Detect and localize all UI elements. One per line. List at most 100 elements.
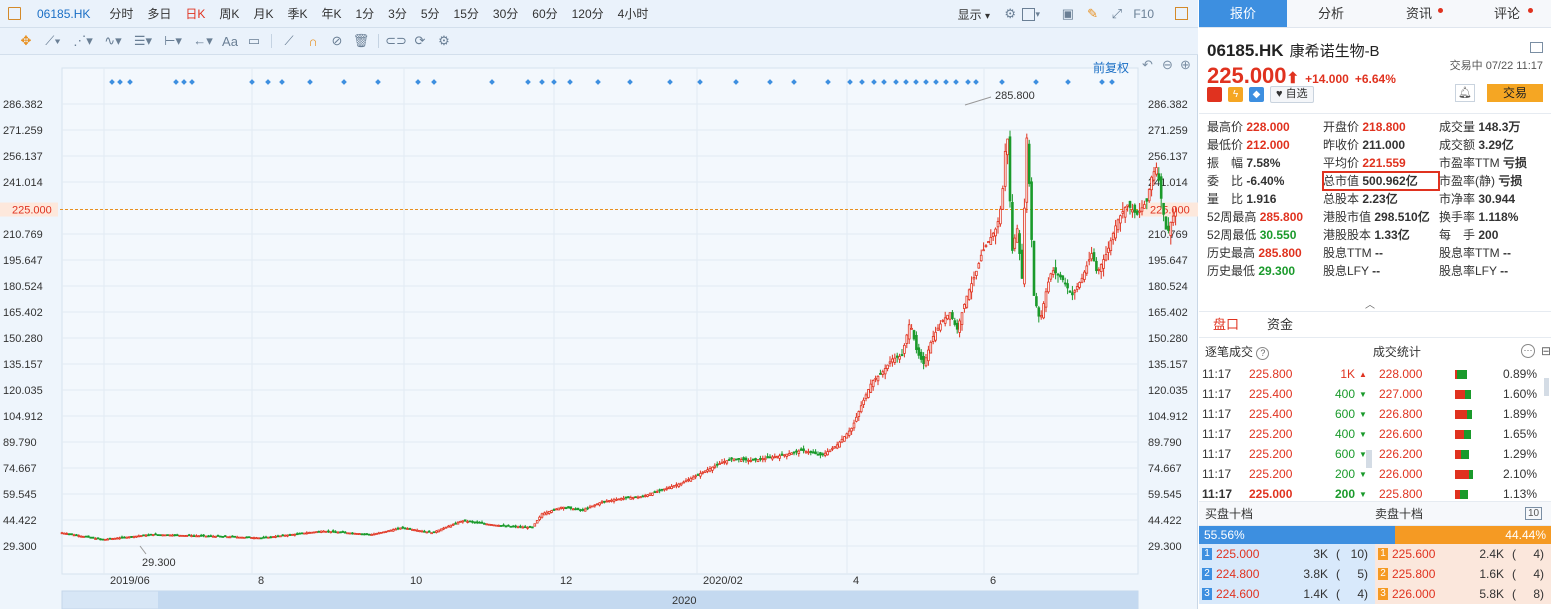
- candle-body: [130, 536, 133, 538]
- candle-body: [135, 535, 138, 538]
- symbol-label[interactable]: 06185.HK: [37, 6, 91, 21]
- candle-body: [180, 534, 184, 537]
- help-icon[interactable]: ?: [1256, 346, 1270, 360]
- candle-body: [869, 383, 873, 393]
- candle-body: [432, 531, 436, 534]
- x-tick: 6: [990, 575, 996, 587]
- candle-body: [667, 486, 671, 490]
- undo-icon[interactable]: ↶: [1142, 57, 1153, 72]
- timeframe-tab[interactable]: 30分: [492, 7, 519, 21]
- f10-button[interactable]: F10: [1133, 7, 1154, 21]
- tab-quote[interactable]: 报价: [1199, 0, 1287, 27]
- gear-icon[interactable]: ⚙: [438, 33, 450, 48]
- ruler-icon[interactable]: ⟋: [284, 33, 294, 48]
- scrollbar[interactable]: [1366, 450, 1372, 468]
- quote-label: 总股本: [1323, 192, 1363, 206]
- tab-analysis[interactable]: 分析: [1287, 0, 1375, 27]
- arrow-tool-icon[interactable]: ←▾: [193, 33, 213, 48]
- line-tool-icon[interactable]: ⟋▾: [45, 33, 61, 48]
- timeframe-tab[interactable]: 1分: [355, 7, 375, 21]
- measure-tool-icon[interactable]: ⊢▾: [164, 33, 182, 48]
- zoom-in-icon[interactable]: ⊕: [1180, 57, 1191, 72]
- candle-body: [550, 510, 553, 513]
- timeframe-tab[interactable]: 年K: [321, 7, 342, 21]
- candle-body: [144, 534, 148, 537]
- stock-name: 康希诺生物-B: [1289, 43, 1380, 60]
- timeframe-tab[interactable]: 多日: [147, 7, 172, 21]
- color-picker-icon[interactable]: ▾: [1022, 4, 1040, 24]
- candle-body: [303, 532, 306, 535]
- kline-chart[interactable]: 286.382 286.382 271.259 271.259 256.137 256.1…: [0, 56, 1198, 609]
- display-label: 显示: [957, 8, 982, 22]
- timeframe-tab[interactable]: 120分: [571, 7, 604, 21]
- timeframe-tab[interactable]: 季K: [287, 7, 308, 21]
- link-icon[interactable]: ⊂⊃: [385, 33, 407, 48]
- quote-row: 量 比 1.916 总股本 2.23亿 市净率 30.944: [1207, 190, 1551, 208]
- comment-icon[interactable]: ▭: [247, 33, 261, 48]
- magnet-icon[interactable]: ∩: [308, 33, 318, 49]
- timeframe-tab[interactable]: 15分: [453, 7, 479, 21]
- panel-toggle-icon[interactable]: [1175, 7, 1188, 20]
- timeframe-tab[interactable]: 日K: [185, 7, 206, 21]
- timeframe-tab[interactable]: 周K: [219, 7, 240, 21]
- bell-icon[interactable]: 🔔︎: [1455, 84, 1475, 102]
- expand-chevron-icon[interactable]: ︿: [1365, 300, 1375, 311]
- delete-icon[interactable]: 🗑︎: [352, 33, 370, 48]
- quote-value: 298.510亿: [1374, 210, 1430, 224]
- timeframe-tab[interactable]: 5分: [420, 7, 440, 21]
- candle-body: [859, 405, 863, 413]
- detail-icon[interactable]: [1530, 42, 1543, 53]
- timeframe-tab[interactable]: 4小时: [617, 7, 649, 21]
- candle-body: [331, 530, 335, 533]
- timeframe-tab[interactable]: 月K: [253, 7, 274, 21]
- candle-body: [519, 525, 522, 528]
- adjust-label[interactable]: 前复权: [1093, 61, 1130, 75]
- x-tick: 2019/06: [110, 575, 150, 587]
- move-cursor-icon[interactable]: ✥: [20, 33, 32, 48]
- candle-body: [622, 497, 625, 500]
- camera-icon[interactable]: ▣: [1061, 6, 1074, 21]
- hide-icon[interactable]: ⊘: [331, 33, 343, 48]
- fib-tool-icon[interactable]: ☰▾: [133, 33, 153, 48]
- timeframe-tab[interactable]: 60分: [532, 7, 558, 21]
- trade-button[interactable]: 交易: [1487, 84, 1543, 102]
- ask-level[interactable]: 3 226.000 5.8K (8): [1375, 584, 1551, 604]
- candle-body: [91, 536, 95, 539]
- kline-svg[interactable]: 286.382 286.382 271.259 271.259 256.137 256.1…: [0, 56, 1198, 609]
- bid-level[interactable]: 3 224.600 1.4K (4): [1199, 584, 1375, 604]
- sync-icon[interactable]: ⟳: [414, 33, 426, 48]
- tab-comments[interactable]: 评论: [1463, 0, 1551, 27]
- ask-level[interactable]: 2 225.800 1.6K (4): [1375, 564, 1551, 584]
- tab-news[interactable]: 资讯: [1375, 0, 1463, 27]
- display-menu[interactable]: 显示 ▾: [958, 6, 990, 23]
- channel-tool-icon[interactable]: ⋰▾: [73, 33, 93, 48]
- tab-capital[interactable]: 资金: [1267, 317, 1294, 332]
- candle-body: [571, 508, 575, 511]
- zoom-out-icon[interactable]: ⊖: [1162, 57, 1173, 72]
- event-marker: [567, 79, 573, 85]
- ask-level[interactable]: 1 225.600 2.4K (4): [1375, 544, 1551, 564]
- y-tick-left: 210.769: [3, 229, 43, 241]
- candle-body: [495, 524, 498, 527]
- event-marker: [871, 79, 877, 85]
- depth-level-icon[interactable]: 10: [1525, 507, 1543, 520]
- candle-body: [235, 536, 239, 539]
- candle-body: [305, 532, 309, 535]
- timeframe-tab[interactable]: 分时: [109, 7, 134, 21]
- settings-icon[interactable]: ⚙: [1004, 6, 1016, 21]
- candle-body: [929, 341, 933, 354]
- text-tool-icon[interactable]: Aa: [222, 33, 238, 49]
- collapse-icon[interactable]: ⊟: [1540, 344, 1551, 358]
- timeframe-tab[interactable]: 3分: [388, 7, 407, 21]
- candle-body: [804, 450, 808, 453]
- pencil-icon[interactable]: ✎: [1087, 6, 1098, 21]
- tab-orderbook[interactable]: 盘口: [1213, 317, 1240, 332]
- fullscreen-icon[interactable]: ⤢: [1111, 6, 1122, 21]
- watchlist-button[interactable]: ♥ 自选: [1270, 86, 1314, 103]
- sidebar-toggle-icon[interactable]: [8, 7, 21, 20]
- bid-level[interactable]: 1 225.000 3K (10): [1199, 544, 1375, 564]
- wave-tool-icon[interactable]: ∿▾: [104, 33, 122, 48]
- scrollbar[interactable]: [1544, 378, 1549, 396]
- more-icon[interactable]: ⋯: [1521, 344, 1535, 358]
- bid-level[interactable]: 2 224.800 3.8K (5): [1199, 564, 1375, 584]
